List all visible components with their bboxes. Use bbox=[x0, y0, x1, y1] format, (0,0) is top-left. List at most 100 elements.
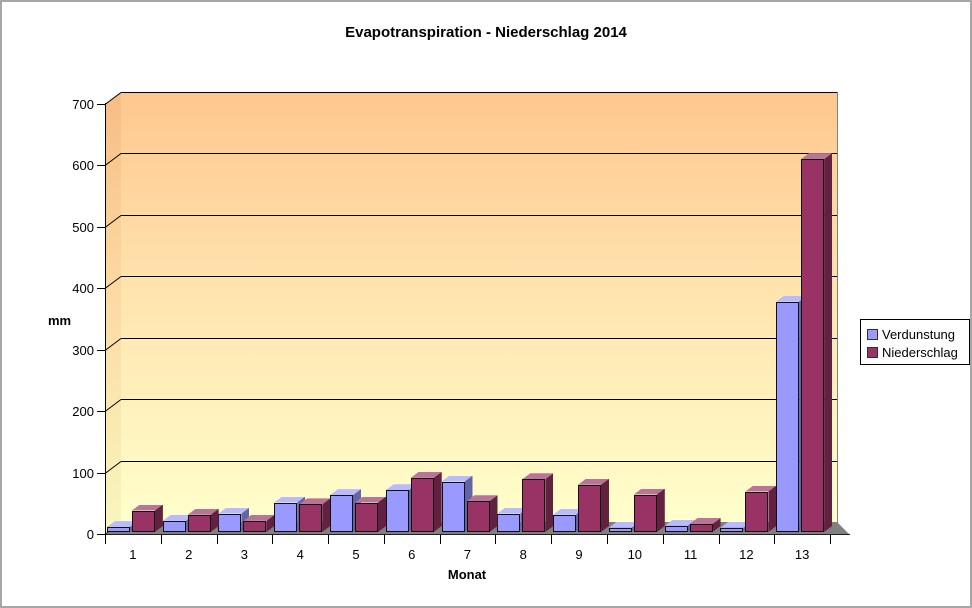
bar-front-face bbox=[106, 527, 130, 532]
bar-front-face bbox=[745, 491, 769, 532]
y-tick-label: 200 bbox=[72, 404, 94, 420]
y-tick-label: 700 bbox=[72, 97, 94, 112]
legend: Verdunstung Niederschlag bbox=[860, 319, 970, 365]
x-tick-label: 9 bbox=[575, 547, 583, 562]
bar-front-face bbox=[608, 527, 632, 532]
bar-side-face bbox=[545, 473, 553, 532]
gridline bbox=[121, 337, 837, 339]
gridline bbox=[121, 276, 837, 278]
gridline bbox=[121, 92, 837, 93]
x-tick-label: 1 bbox=[129, 547, 137, 562]
bar-top-face bbox=[442, 476, 473, 482]
bar-front-face bbox=[689, 524, 713, 532]
bar-top-face bbox=[188, 509, 219, 515]
x-tick bbox=[606, 535, 608, 544]
legend-item: Verdunstung bbox=[867, 325, 969, 343]
x-tick-label: 8 bbox=[519, 547, 527, 562]
bar-front-face bbox=[633, 494, 657, 532]
bar-top-face bbox=[355, 497, 386, 503]
bar-front-face bbox=[664, 525, 688, 532]
bar-niederschlag-month-13 bbox=[801, 153, 832, 532]
bar-side-face bbox=[155, 505, 163, 533]
x-tick bbox=[383, 535, 385, 544]
gridline bbox=[121, 399, 837, 401]
y-tick-label: 0 bbox=[86, 527, 94, 542]
x-tick bbox=[439, 535, 441, 544]
bar-top-face bbox=[243, 515, 274, 521]
bar-niederschlag-month-7 bbox=[466, 495, 498, 532]
bar-front-face bbox=[497, 513, 521, 532]
x-tick-label: 6 bbox=[408, 547, 416, 562]
x-tick bbox=[272, 535, 274, 544]
x-tick bbox=[551, 535, 553, 544]
x-tick bbox=[495, 535, 497, 544]
bar-front-face bbox=[330, 495, 353, 532]
bar-side-face bbox=[601, 479, 609, 532]
bar-niederschlag-month-3 bbox=[243, 515, 274, 532]
bar-side-face bbox=[490, 495, 498, 532]
bar-side-face bbox=[211, 509, 219, 532]
bar-top-face bbox=[163, 515, 194, 521]
bar-top-face bbox=[776, 296, 807, 302]
bar-niederschlag-month-4 bbox=[299, 498, 330, 532]
y-tick-label: 100 bbox=[72, 465, 94, 481]
bar-side-face bbox=[657, 489, 665, 533]
y-tick bbox=[97, 165, 105, 167]
bar-niederschlag-month-6 bbox=[410, 472, 442, 532]
bar-front-face bbox=[243, 520, 267, 532]
bar-top-face bbox=[522, 473, 553, 479]
bar-niederschlag-month-10 bbox=[633, 489, 665, 533]
bar-top-face bbox=[411, 472, 442, 478]
y-axis-title: mm bbox=[47, 313, 72, 328]
back-wall bbox=[121, 92, 838, 523]
bar-niederschlag-month-5 bbox=[355, 497, 386, 532]
bar-front-face bbox=[274, 502, 298, 532]
y-tick-label: 400 bbox=[72, 281, 94, 297]
bar-front-face bbox=[466, 501, 490, 532]
chart-title: Evapotranspiration - Niederschlag 2014 bbox=[345, 24, 627, 41]
x-tick-label: 10 bbox=[627, 547, 643, 562]
bar-side-face bbox=[266, 515, 274, 532]
bar-front-face bbox=[187, 514, 211, 532]
y-tick-label: 600 bbox=[72, 158, 94, 174]
x-tick bbox=[718, 535, 720, 544]
bar-niederschlag-month-1 bbox=[131, 505, 163, 533]
x-tick bbox=[216, 535, 218, 544]
x-tick bbox=[160, 535, 162, 544]
bar-side-face bbox=[434, 472, 442, 532]
bar-front-face bbox=[162, 520, 186, 532]
bar-niederschlag-month-11 bbox=[689, 518, 721, 532]
y-tick bbox=[97, 226, 105, 228]
legend-label: Niederschlag bbox=[882, 344, 958, 360]
floor-front-edge bbox=[105, 534, 850, 535]
gridline bbox=[121, 153, 837, 155]
bar-top-face bbox=[330, 489, 361, 495]
bar-front-face bbox=[131, 510, 155, 532]
x-tick-label: 12 bbox=[739, 547, 754, 562]
bar-front-face bbox=[218, 513, 242, 532]
bar-front-face bbox=[801, 159, 825, 532]
bar-top-face bbox=[665, 520, 696, 526]
y-tick bbox=[97, 534, 105, 535]
bar-front-face bbox=[385, 490, 409, 532]
bar-top-face bbox=[745, 486, 776, 492]
legend-swatch-icon bbox=[867, 328, 878, 340]
bar-top-face bbox=[218, 508, 249, 514]
bar-niederschlag-month-12 bbox=[745, 486, 776, 532]
x-axis-title: Monat bbox=[447, 567, 487, 582]
bar-front-face bbox=[522, 479, 546, 532]
bar-front-face bbox=[776, 301, 800, 532]
y-tick bbox=[97, 472, 105, 474]
bar-top-face bbox=[299, 498, 330, 504]
y-tick-label: 300 bbox=[72, 342, 94, 358]
y-tick-label: 500 bbox=[72, 219, 94, 235]
x-tick bbox=[662, 535, 664, 544]
bar-top-face bbox=[107, 521, 138, 527]
bar-top-face bbox=[497, 508, 528, 514]
bar-top-face bbox=[578, 479, 609, 485]
bar-side-face bbox=[713, 518, 721, 532]
x-tick bbox=[328, 535, 330, 544]
x-tick-label: 11 bbox=[683, 547, 698, 562]
legend-item: Niederschlag bbox=[867, 343, 969, 361]
